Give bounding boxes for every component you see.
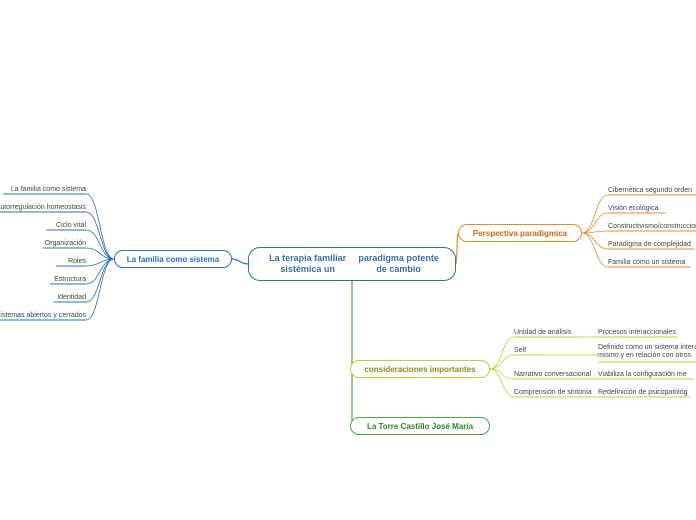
center-line: La terapia familiar sistémica un bbox=[261, 253, 354, 275]
branch-label: La familia como sistema bbox=[127, 255, 219, 264]
leaf-item: Paradigma de complejidad bbox=[608, 241, 691, 248]
leaf-item: Visión ecológica bbox=[608, 205, 658, 212]
leaf-item: Identidad bbox=[57, 294, 86, 301]
leaf-item: Narrativo conversacional bbox=[514, 371, 591, 378]
center-node: La terapia familiar sistémica unparadigm… bbox=[248, 247, 456, 281]
leaf-item: Cibernética segundo orden bbox=[608, 187, 692, 194]
branch-label: consideraciones importantes bbox=[364, 365, 475, 374]
leaf-item: Unidad de análisis bbox=[514, 329, 571, 336]
leaf-item: Redefinición de psicopatológ bbox=[598, 389, 688, 396]
leaf-item: Self bbox=[514, 347, 526, 354]
leaf-item: Viabiliza la configuración me bbox=[598, 371, 687, 378]
branch-label: La Torre Castillo José María bbox=[367, 422, 473, 431]
leaf-item: Ciclo vital bbox=[56, 222, 86, 229]
branch-autor: La Torre Castillo José María bbox=[350, 417, 490, 435]
leaf-item: Constructivismo/construccionis bbox=[608, 223, 696, 230]
center-line: paradigma potente de cambio bbox=[354, 253, 443, 275]
leaf-item: Roles bbox=[68, 258, 86, 265]
leaf-item: Familia como un sistema bbox=[608, 259, 685, 266]
leaf-item: Comprensión de sintonía bbox=[514, 389, 592, 396]
branch-perspectiva: Perspectiva paradigmica bbox=[458, 224, 582, 242]
leaf-item: Estructura bbox=[54, 276, 86, 283]
leaf-item: Autorregulación homeostasis bbox=[0, 204, 86, 211]
leaf-item: Procesos interaccionales bbox=[598, 329, 676, 336]
branch-consideraciones: consideraciones importantes bbox=[350, 360, 490, 378]
leaf-item: Organización bbox=[45, 240, 86, 247]
leaf-item: Definido como un sistema interaccionan o… bbox=[598, 344, 696, 351]
leaf-item: mismo y en relación con otros bbox=[598, 352, 691, 359]
branch-label: Perspectiva paradigmica bbox=[473, 229, 567, 238]
branch-familia-sistema: La familia como sistema bbox=[114, 250, 232, 268]
leaf-item: La familia como sistema bbox=[11, 186, 86, 193]
leaf-item: Sistemas abiertos y cerrados bbox=[0, 312, 86, 319]
